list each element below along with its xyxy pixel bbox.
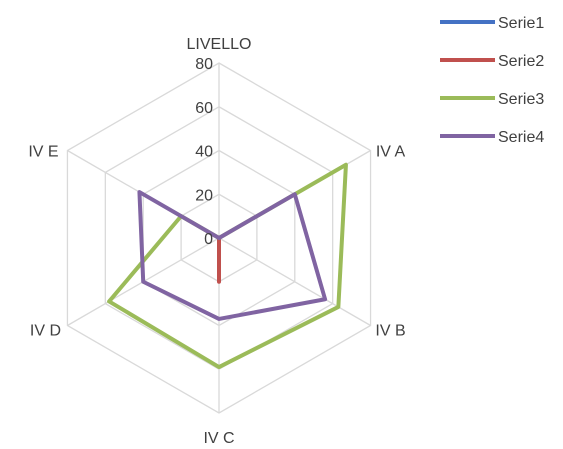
legend-label-serie2: Serie2 xyxy=(498,53,544,70)
category-label-iv-c: IV C xyxy=(203,430,234,447)
category-label-iv-a: IV A xyxy=(376,144,406,161)
legend-label-serie3: Serie3 xyxy=(498,91,544,108)
tick-label-40: 40 xyxy=(195,144,213,161)
legend: Serie1 Serie2 Serie3 Serie4 xyxy=(440,15,544,146)
legend-label-serie4: Serie4 xyxy=(498,129,544,146)
category-label-iv-d: IV D xyxy=(30,323,61,340)
series-serie4-line xyxy=(137,190,328,321)
tick-label-60: 60 xyxy=(195,100,213,117)
tick-label-0: 0 xyxy=(204,231,213,248)
tick-label-80: 80 xyxy=(195,56,213,73)
tick-layer: 0 20 40 60 80 xyxy=(195,56,213,248)
category-label-livello: LIVELLO xyxy=(187,36,252,53)
category-label-iv-e: IV E xyxy=(28,144,58,161)
spoke-2 xyxy=(218,237,371,327)
series-layer xyxy=(107,162,348,370)
category-layer: LIVELLO IV A IV B IV C IV D IV E xyxy=(28,36,405,447)
category-label-iv-b: IV B xyxy=(375,323,405,340)
tick-label-20: 20 xyxy=(195,187,213,204)
legend-label-serie1: Serie1 xyxy=(498,15,544,32)
